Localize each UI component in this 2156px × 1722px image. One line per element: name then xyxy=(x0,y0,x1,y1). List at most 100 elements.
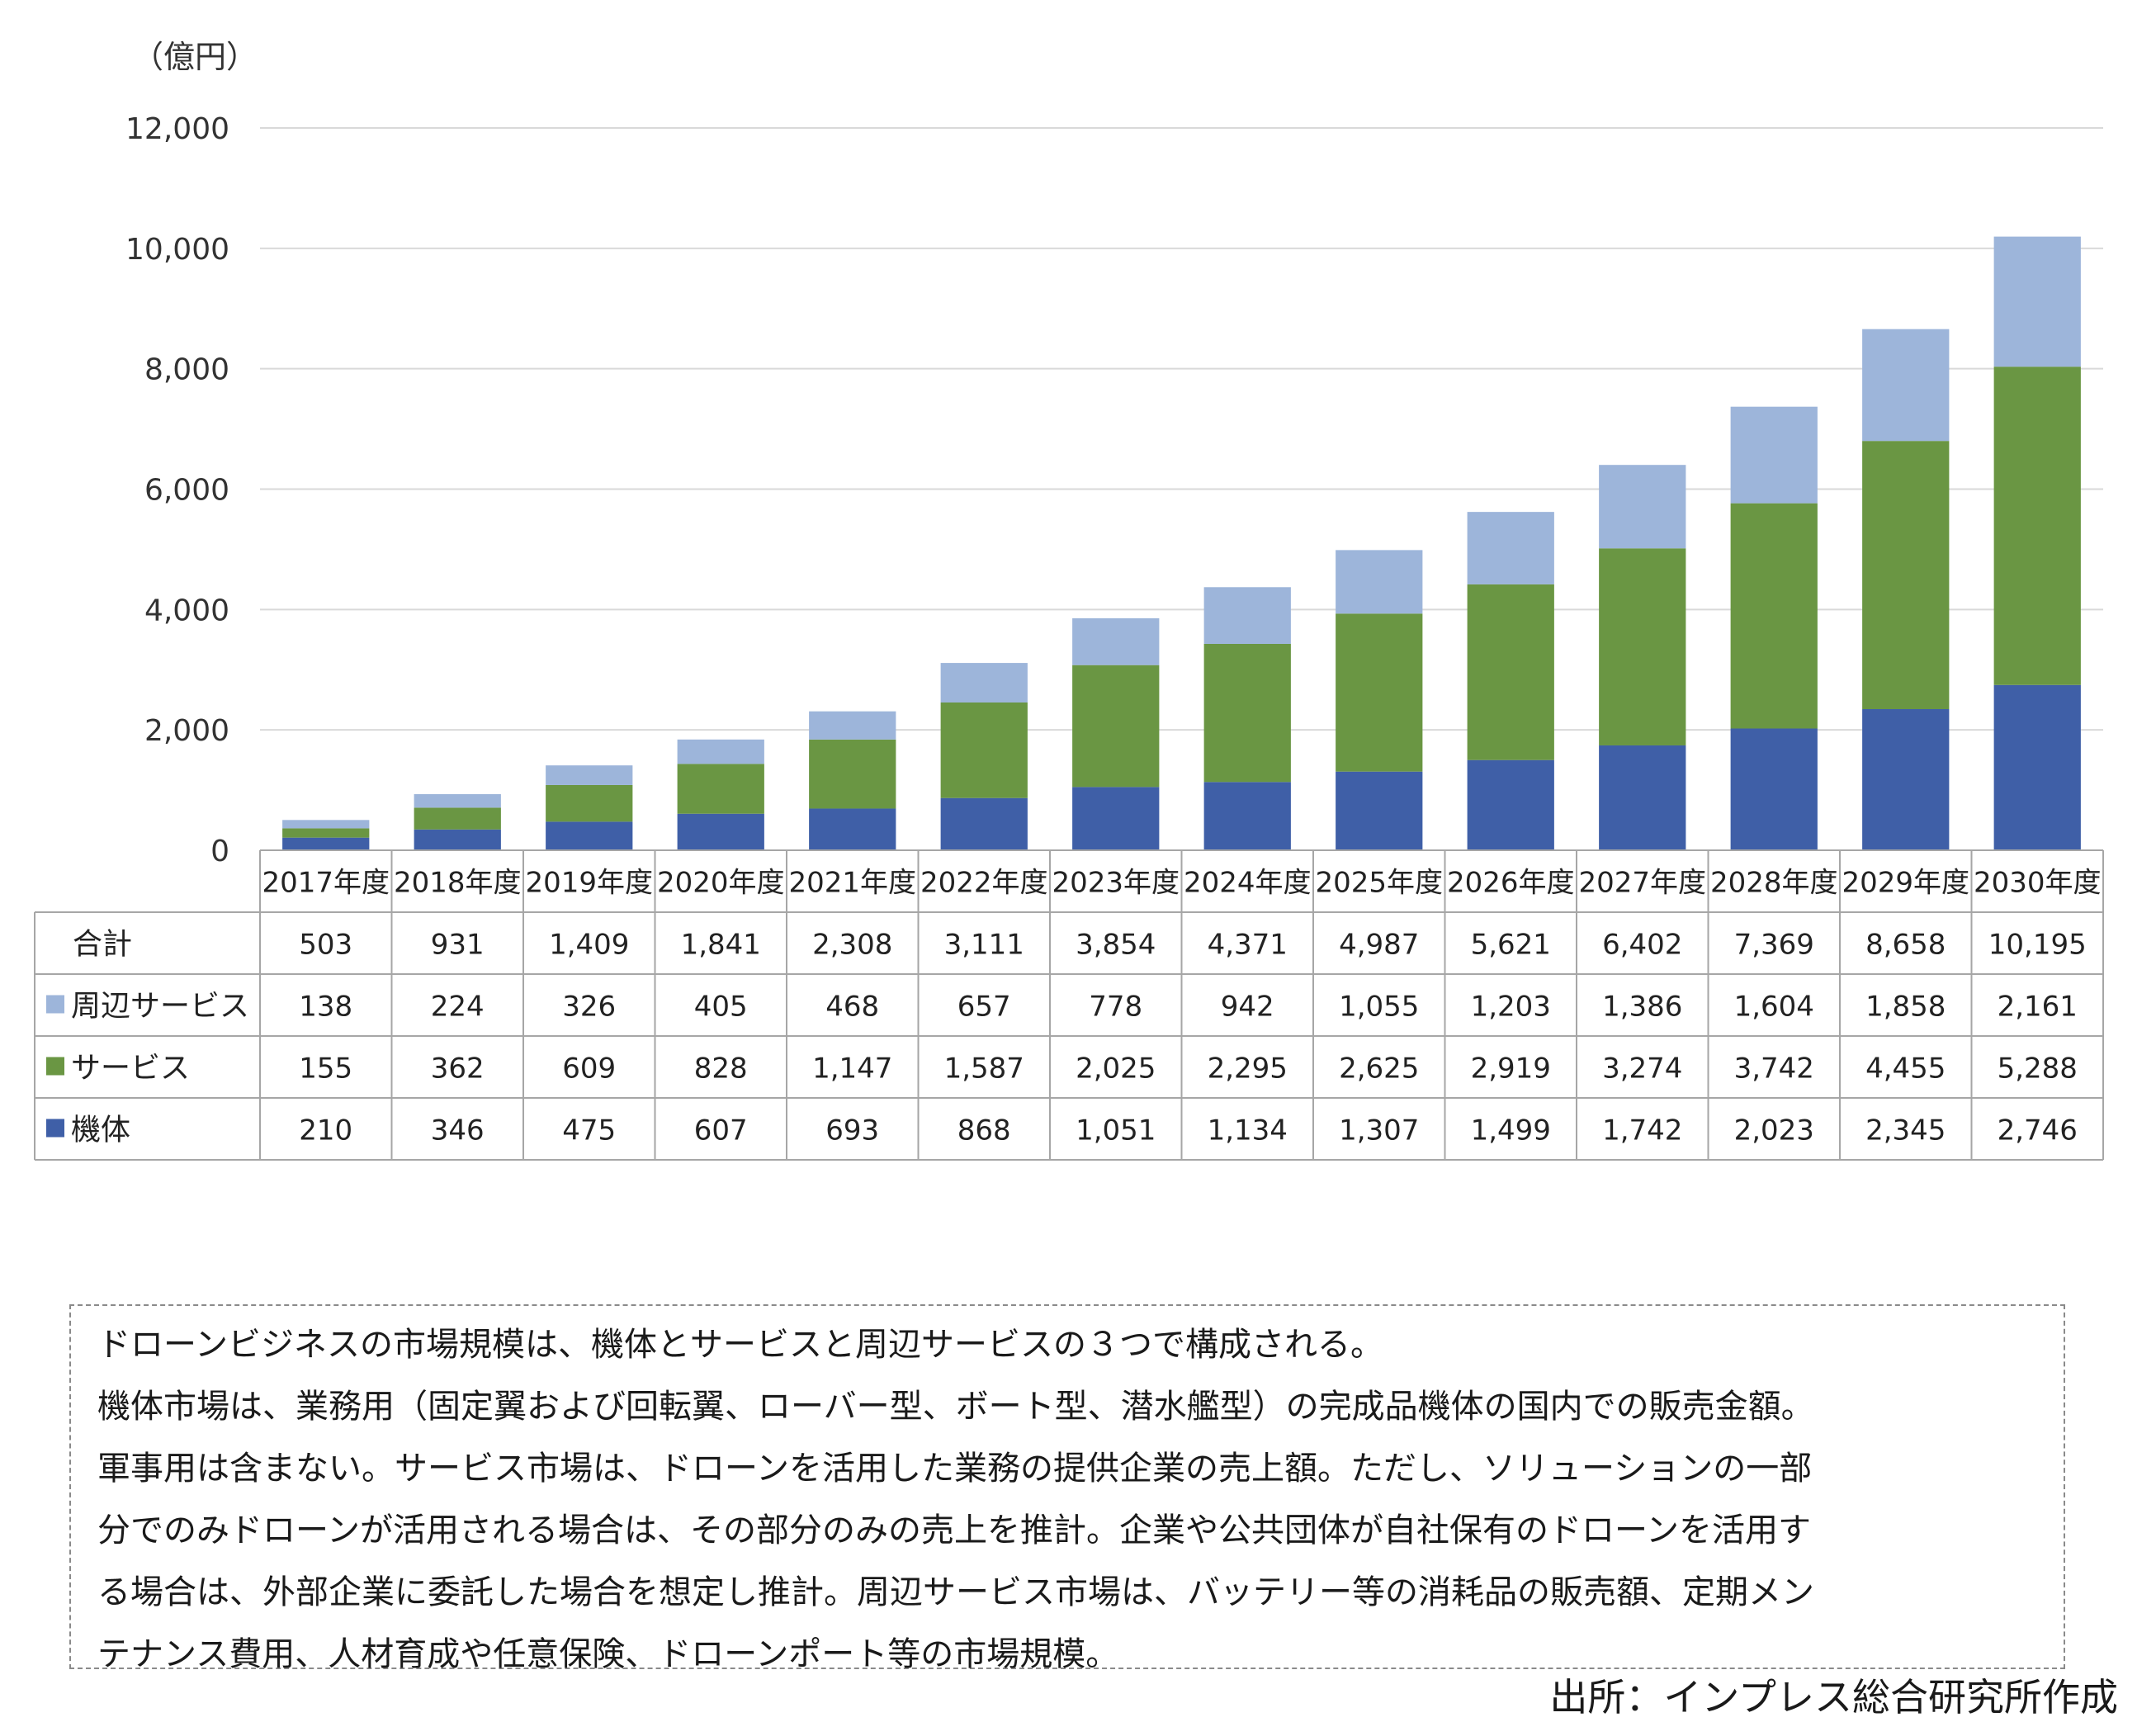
x-tick-label: 2021年度 xyxy=(788,867,916,900)
data-label: 931 xyxy=(431,929,485,962)
bar-segment xyxy=(282,820,370,829)
x-tick-label: 2026年度 xyxy=(1447,867,1575,900)
data-label: 1,841 xyxy=(681,929,761,962)
bar-segment xyxy=(414,807,501,830)
data-label: 5,621 xyxy=(1471,929,1551,962)
bar-segment xyxy=(1730,728,1818,850)
y-tick-label: 6,000 xyxy=(144,474,229,508)
bar-segment xyxy=(546,784,633,822)
data-label: 2,025 xyxy=(1076,1053,1156,1086)
data-label: 1,742 xyxy=(1602,1114,1682,1147)
x-tick-label: 2018年度 xyxy=(394,867,522,900)
note-line: 機体市場は、業務用（固定翼および回転翼、ローバー型、ボート型、潜水艦型）の完成品… xyxy=(97,1388,1814,1426)
bar-segment xyxy=(809,711,896,740)
data-label: 4,371 xyxy=(1208,929,1288,962)
data-label: 3,742 xyxy=(1734,1053,1814,1086)
bar-segment xyxy=(1203,587,1291,644)
data-label: 693 xyxy=(825,1114,879,1147)
data-label: 2,625 xyxy=(1339,1053,1419,1086)
bar-segment xyxy=(1993,367,2081,685)
data-label: 326 xyxy=(562,991,616,1024)
x-tick-label: 2023年度 xyxy=(1052,867,1180,900)
data-label: 942 xyxy=(1221,991,1274,1024)
note-line: る場合は、外部企業に委託した場合を想定し推計。周辺サービス市場は、バッテリー等の… xyxy=(97,1573,1814,1611)
note-line: 軍事用は含まない。サービス市場は、ドローンを活用した業務の提供企業の売上額。ただ… xyxy=(97,1450,1813,1488)
bar-segment xyxy=(1862,709,1950,850)
data-label: 1,587 xyxy=(944,1053,1024,1086)
x-tick-label: 2019年度 xyxy=(525,867,653,900)
bar-segment xyxy=(1203,643,1291,783)
data-label: 607 xyxy=(694,1114,748,1147)
bar-segment xyxy=(940,702,1028,798)
x-tick-label: 2022年度 xyxy=(920,867,1048,900)
bar-segment xyxy=(1203,782,1291,850)
data-label: 8,658 xyxy=(1865,929,1946,962)
x-tick-label: 2017年度 xyxy=(262,867,390,900)
y-tick-label: 12,000 xyxy=(125,112,229,146)
data-label: 4,987 xyxy=(1339,929,1419,962)
data-label: 7,369 xyxy=(1734,929,1814,962)
bar-segment xyxy=(1072,617,1160,665)
data-label: 468 xyxy=(825,991,879,1024)
data-label: 1,051 xyxy=(1076,1114,1156,1147)
note-line: テナンス費用、人材育成や任意保険、ドローンポート等の市場規模。 xyxy=(97,1635,1119,1673)
bar-segment xyxy=(809,808,896,850)
x-tick-label: 2024年度 xyxy=(1184,867,1312,900)
bar-segment xyxy=(677,764,764,814)
source-note: 出所：インプレス総合研究所作成 xyxy=(1549,1675,2118,1720)
x-tick-label: 2020年度 xyxy=(657,867,785,900)
chart-svg: （億円） 0 2,000 4,000 6,000 8,000 10,000 12,000 201… xyxy=(34,39,2104,1161)
data-label: 503 xyxy=(299,929,352,962)
bar-segment xyxy=(1730,406,1818,504)
legend-marker xyxy=(46,1119,64,1138)
data-label: 2,746 xyxy=(1998,1114,2078,1147)
bar-segment xyxy=(1993,236,2081,367)
legend-marker xyxy=(46,1057,64,1076)
x-tick-label: 2029年度 xyxy=(1842,867,1969,900)
data-label: 828 xyxy=(694,1053,748,1086)
data-label: 346 xyxy=(431,1114,485,1147)
bar-segment xyxy=(282,837,370,850)
data-label: 10,195 xyxy=(1988,929,2087,962)
x-tick-label: 2028年度 xyxy=(1710,867,1838,900)
data-label: 778 xyxy=(1089,991,1142,1024)
data-label: 1,604 xyxy=(1734,991,1814,1024)
data-label: 362 xyxy=(431,1053,485,1086)
bar-segment xyxy=(1730,503,1818,729)
stacked-bar-chart: （億円） 0 2,000 4,000 6,000 8,000 10,000 12,000 201… xyxy=(34,39,2104,1161)
bar-segment xyxy=(546,821,633,850)
bar-segment xyxy=(1599,548,1686,745)
data-label: 2,919 xyxy=(1471,1053,1551,1086)
x-tick-label: 2030年度 xyxy=(1974,867,2102,900)
y-tick-label: 0 xyxy=(210,835,229,868)
bar-segment xyxy=(1467,584,1554,760)
bar-segment xyxy=(1993,684,2081,850)
bar-segment xyxy=(1599,745,1686,850)
y-tick-label: 2,000 xyxy=(144,714,229,748)
data-label: 3,274 xyxy=(1602,1053,1682,1086)
data-label: 1,055 xyxy=(1339,991,1419,1024)
bar-segment xyxy=(1467,759,1554,850)
table-row-label: 合計 xyxy=(73,928,132,962)
bar-segment xyxy=(1467,512,1554,584)
bar-segment xyxy=(1862,441,1950,710)
data-label: 138 xyxy=(299,991,352,1024)
table-row-label: サービス xyxy=(71,1052,190,1086)
data-label: 224 xyxy=(431,991,485,1024)
bar-segment xyxy=(282,828,370,838)
bar-segment xyxy=(1599,465,1686,549)
data-label: 155 xyxy=(299,1053,352,1086)
data-label: 1,858 xyxy=(1865,991,1946,1024)
data-label: 5,288 xyxy=(1998,1053,2078,1086)
bar-segment xyxy=(1072,665,1160,788)
bar-segment xyxy=(1336,550,1423,614)
data-label: 1,409 xyxy=(549,929,629,962)
data-label: 1,147 xyxy=(812,1053,892,1086)
data-label: 3,111 xyxy=(944,929,1024,962)
data-label: 405 xyxy=(694,991,748,1024)
x-tick-label: 2027年度 xyxy=(1578,867,1706,900)
bar-segment xyxy=(414,829,501,850)
note-line: ドローンビジネスの市場規模は、機体とサービスと周辺サービスの３つで構成される。 xyxy=(97,1326,1383,1364)
data-label: 1,307 xyxy=(1339,1114,1419,1147)
bar-segment xyxy=(546,765,633,785)
